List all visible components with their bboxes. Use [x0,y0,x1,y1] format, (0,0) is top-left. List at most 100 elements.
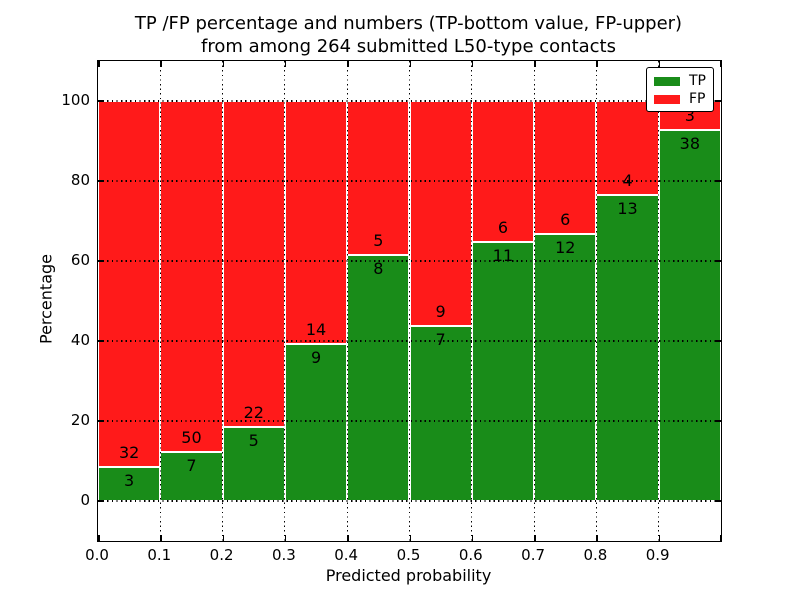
y-tick-right [715,180,721,182]
chart-title-line-1: TP /FP percentage and numbers (TP-bottom… [134,13,683,34]
x-tick-bottom [222,535,225,541]
y-tick-left [98,260,104,262]
bar-fp-segment [284,101,348,345]
x-tick-bottom [719,535,721,541]
y-tick-label: 100 [61,91,90,109]
y-tick-right [715,100,721,102]
x-tick-top [222,61,225,67]
y-tick-left [98,180,104,182]
x-tick-label: 0.9 [645,546,670,564]
bar-fp-segment [160,101,223,452]
bar-fp-count-label: 9 [435,302,446,321]
y-tick-left [98,500,104,502]
bar-fp-segment [471,101,535,243]
x-tick-bottom [409,535,411,541]
x-tick-top [409,61,411,67]
legend-label-tp: TP [689,73,706,89]
x-tick-top [534,61,536,67]
x-tick-bottom [596,535,598,541]
x-tick-label: 0.3 [271,546,296,564]
x-axis-label: Predicted probability [325,566,492,585]
gridline-horizontal [98,500,721,502]
gridline-horizontal [98,260,721,262]
gridline-vertical [533,61,535,541]
y-tick-label: 20 [70,411,90,429]
bar-tp-count-label: 12 [555,238,576,258]
x-tick-label: 0.0 [85,546,109,564]
legend: TP FP [646,67,714,112]
bar-tp-segment [409,326,472,501]
x-tick-top [284,61,287,67]
bar-tp-segment [596,195,659,501]
gridline-vertical [658,61,660,541]
bar-tp-count-label: 5 [248,430,259,450]
gridline-vertical [222,61,224,541]
x-tick-label: 0.6 [458,546,483,564]
x-tick-bottom [160,535,162,541]
x-tick-bottom [658,535,661,541]
bar-tp-segment [471,242,535,501]
y-tick-label: 40 [70,331,90,349]
bar-tp-count-label: 7 [186,455,197,475]
gridline-vertical [159,61,161,541]
plot-area: 32 3 50 7 22 5 14 9 5 8 9 7 6 11 6 12 4 13 3 38 [97,60,722,542]
y-tick-right [715,420,721,422]
gridline-vertical [471,61,473,541]
bar-tp-count-label: 8 [373,258,384,278]
bar-tp-segment [98,466,161,501]
bar-tp-segment [658,130,721,501]
y-tick-left [98,340,104,342]
chart-title-line-2: from among 264 submitted L50-type contac… [200,36,616,57]
gridline-horizontal [98,420,721,422]
bar-tp-segment [347,254,410,501]
bar-fp-count-label: 4 [622,171,633,191]
x-tick-label: 0.5 [396,546,421,564]
x-tick-top [347,61,349,67]
bar-fp-count-label: 6 [497,218,509,238]
gridline-vertical [346,61,348,541]
gridline-horizontal [98,100,721,102]
bar-tp-count-label: 13 [617,199,638,219]
x-tick-label: 0.1 [147,546,172,564]
bar-tp-count-label: 9 [310,348,322,368]
bar-fp-segment [409,101,472,326]
x-tick-top [471,61,474,67]
legend-entry: TP [654,72,713,90]
bar-fp-count-label: 14 [305,320,327,340]
legend-swatch-tp-icon [654,76,680,86]
gridline-vertical [284,61,286,541]
gridline-horizontal [98,340,721,342]
x-tick-bottom [284,535,287,541]
bar-tp-count-label: 38 [679,134,701,154]
x-tick-label: 0.2 [209,546,234,564]
y-tick-right [715,340,721,342]
y-tick-left [98,100,104,102]
x-tick-top [160,61,162,67]
x-tick-top [98,61,100,67]
y-tick-label: 80 [70,171,90,189]
bar-tp-segment [534,234,597,501]
gridline-horizontal [98,180,721,182]
bar-fp-count-label: 3 [684,106,695,126]
x-tick-top [658,61,661,67]
legend-entry: FP [654,90,713,108]
y-tick-label: 0 [80,491,90,509]
x-tick-top [719,61,721,67]
bar-tp-segment [160,451,223,501]
x-tick-bottom [534,535,536,541]
bar-fp-count-label: 50 [181,427,202,447]
gridline-vertical [408,61,411,541]
gridline-vertical [595,61,597,541]
x-tick-bottom [471,535,474,541]
bar-tp-count-label: 11 [492,246,514,266]
y-tick-right [715,500,721,502]
bar-fp-count-label: 22 [243,402,264,422]
legend-label-fp: FP [689,91,706,107]
x-tick-label: 0.7 [521,546,546,564]
legend-swatch-fp-icon [654,94,680,104]
bar-fp-count-label: 5 [373,230,384,250]
bar-tp-count-label: 3 [124,470,135,490]
x-tick-top [596,61,598,67]
bar-fp-count-label: 32 [118,442,140,462]
